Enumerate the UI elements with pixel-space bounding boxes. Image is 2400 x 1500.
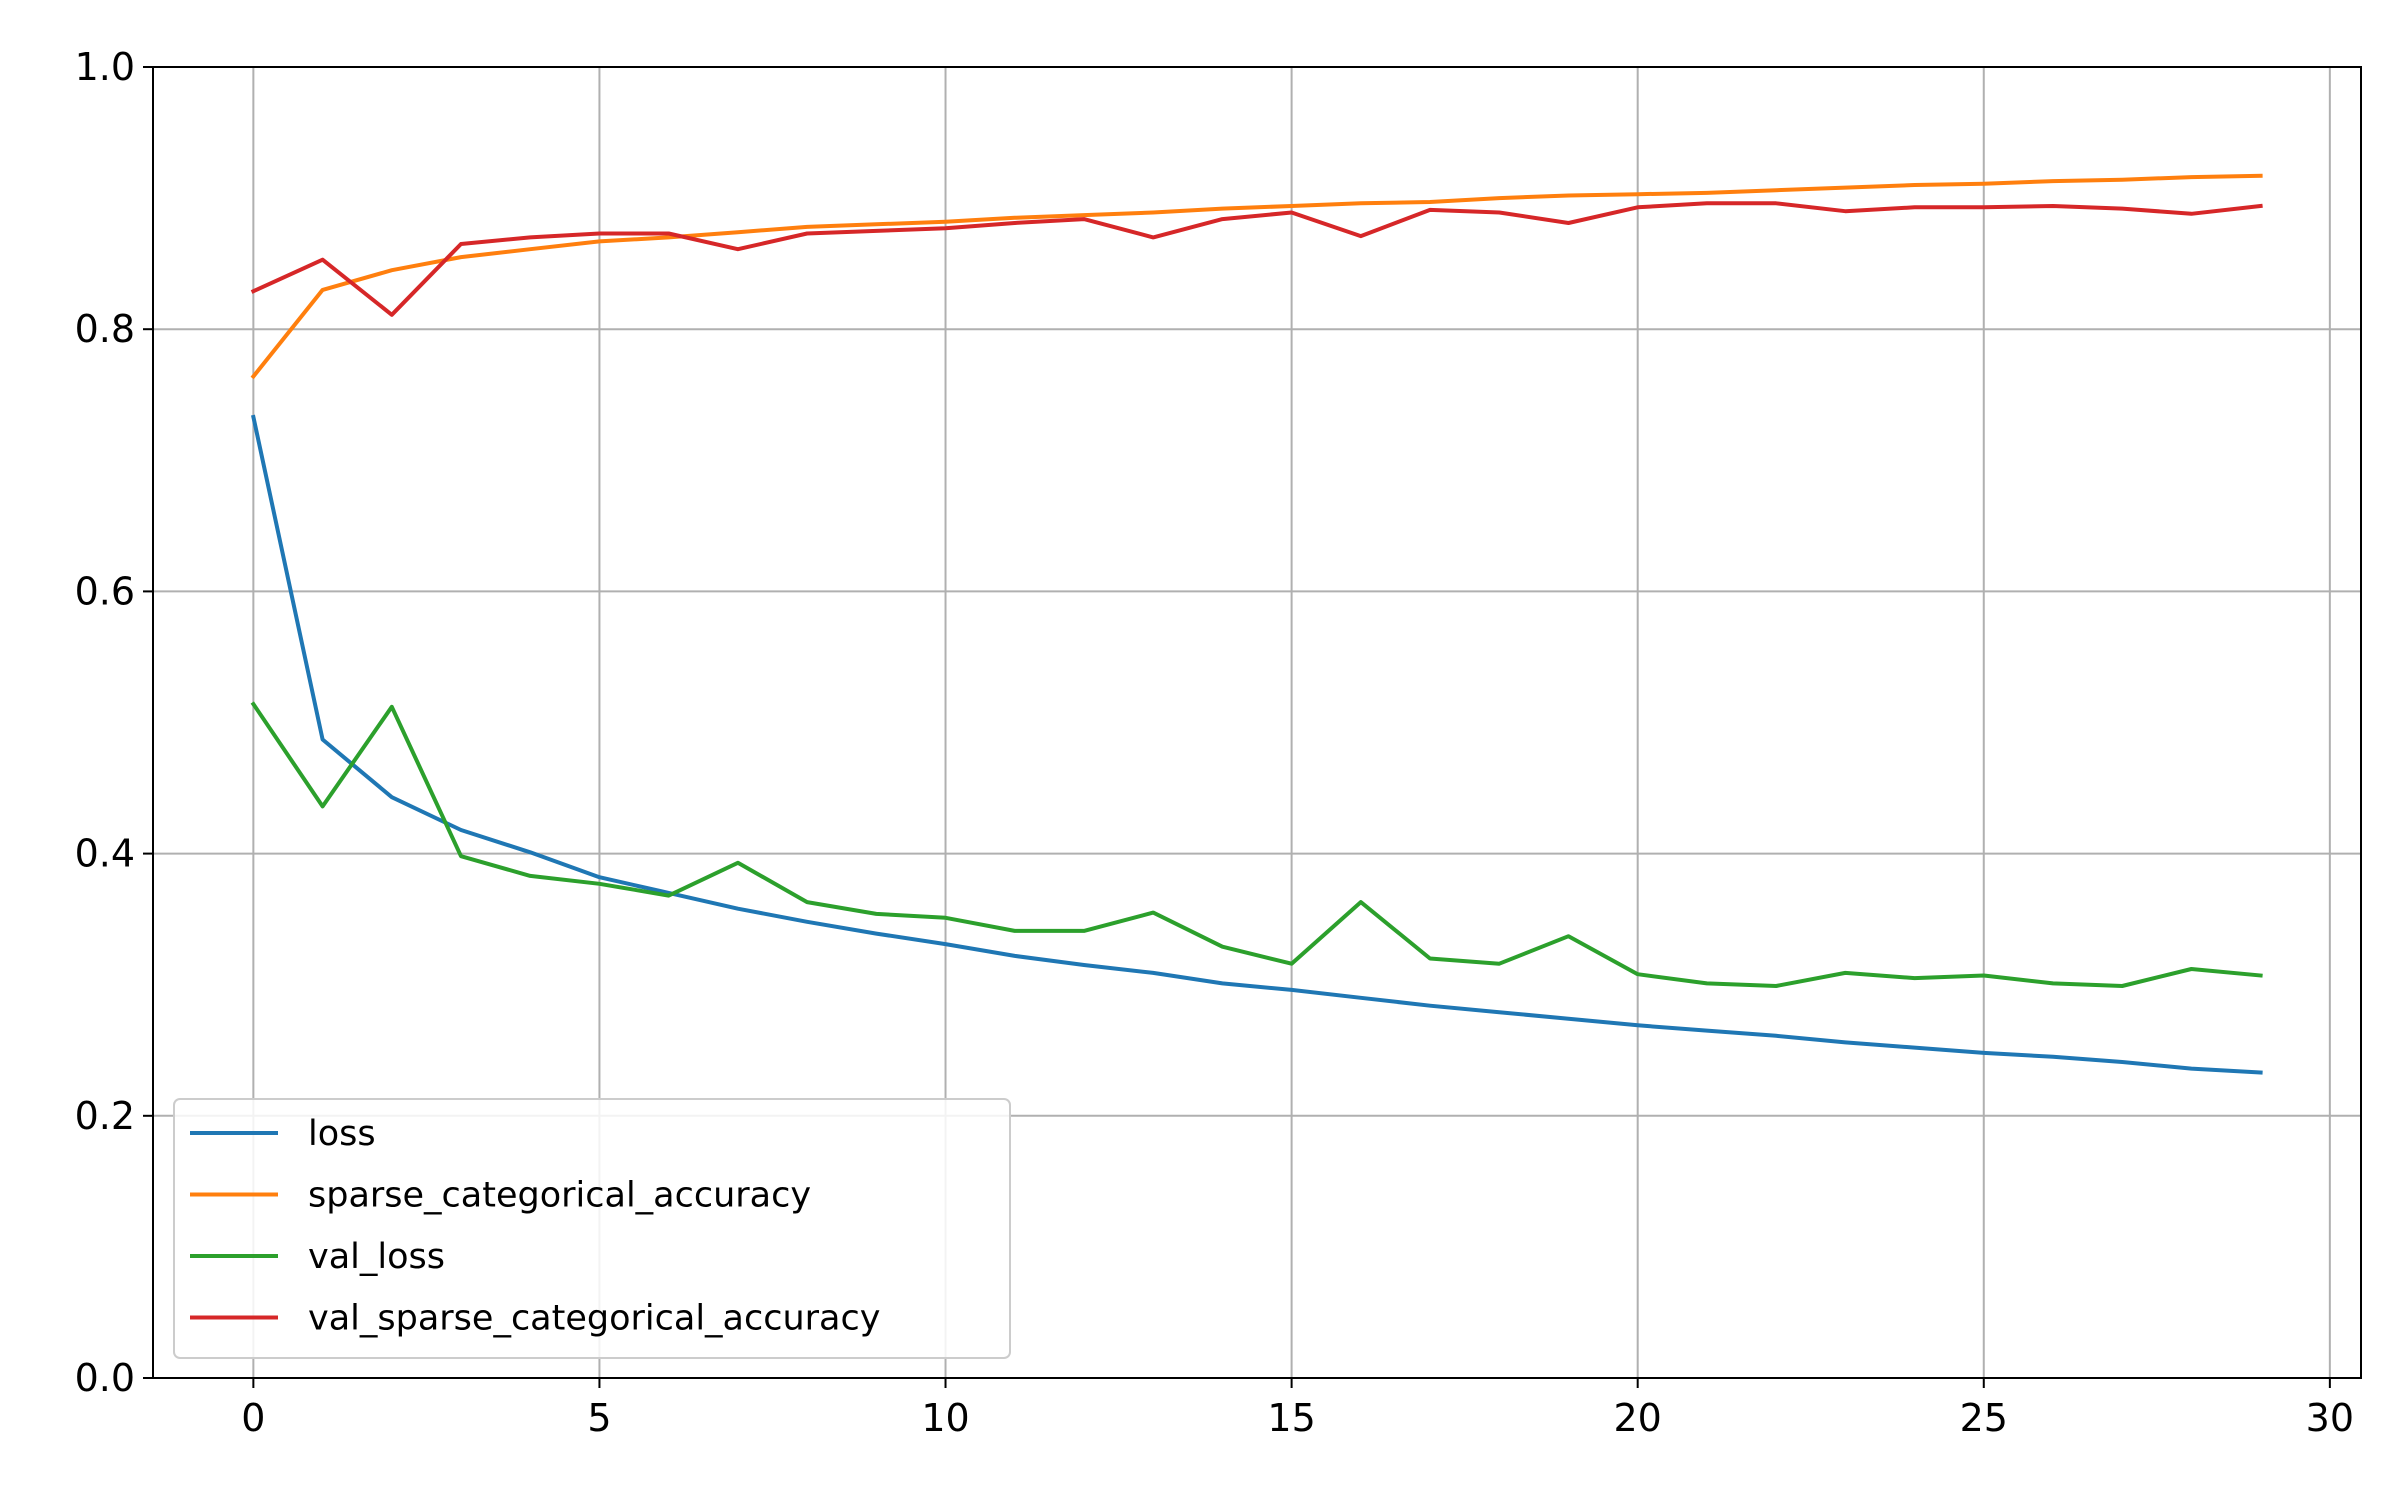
y-tick-label: 0.6 [75,569,135,613]
y-tick-label: 1.0 [75,45,135,89]
legend-label: val_loss [308,1237,445,1277]
axis-ticks: 0 5 10 15 20 25 30 0.0 0.2 0.4 0.6 0.8 1.0 [75,45,2354,1440]
series-line-sparse-categorical-accuracy [250,173,2263,380]
x-tick-label: 5 [587,1396,611,1440]
legend-label: loss [308,1114,376,1154]
x-tick-label: 25 [1960,1396,2008,1440]
x-tick-label: 0 [241,1396,265,1440]
y-tick-label: 0.0 [75,1356,135,1400]
plot-frame [152,66,2362,1379]
series-lines [250,173,2263,1075]
series-line-loss [251,414,2263,1075]
legend: loss sparse_categorical_accuracy val_lossv… [173,1098,1011,1359]
x-tick-label: 30 [2306,1396,2354,1440]
y-tick-label: 0.8 [75,307,135,351]
x-tick-label: 10 [921,1396,969,1440]
y-tick-label: 0.2 [75,1094,135,1138]
legend-box [173,1098,1011,1359]
series-line-val-loss [250,701,2263,988]
y-tick-label: 0.4 [75,832,135,876]
x-tick-label: 20 [1614,1396,1662,1440]
x-tick-label: 15 [1267,1396,1315,1440]
legend-label: val_sparse_categorical_accuracy [308,1299,880,1339]
legend-label: sparse_categorical_accuracy [308,1176,811,1216]
series-line-val-sparse-categorical-accuracy [250,201,2263,317]
